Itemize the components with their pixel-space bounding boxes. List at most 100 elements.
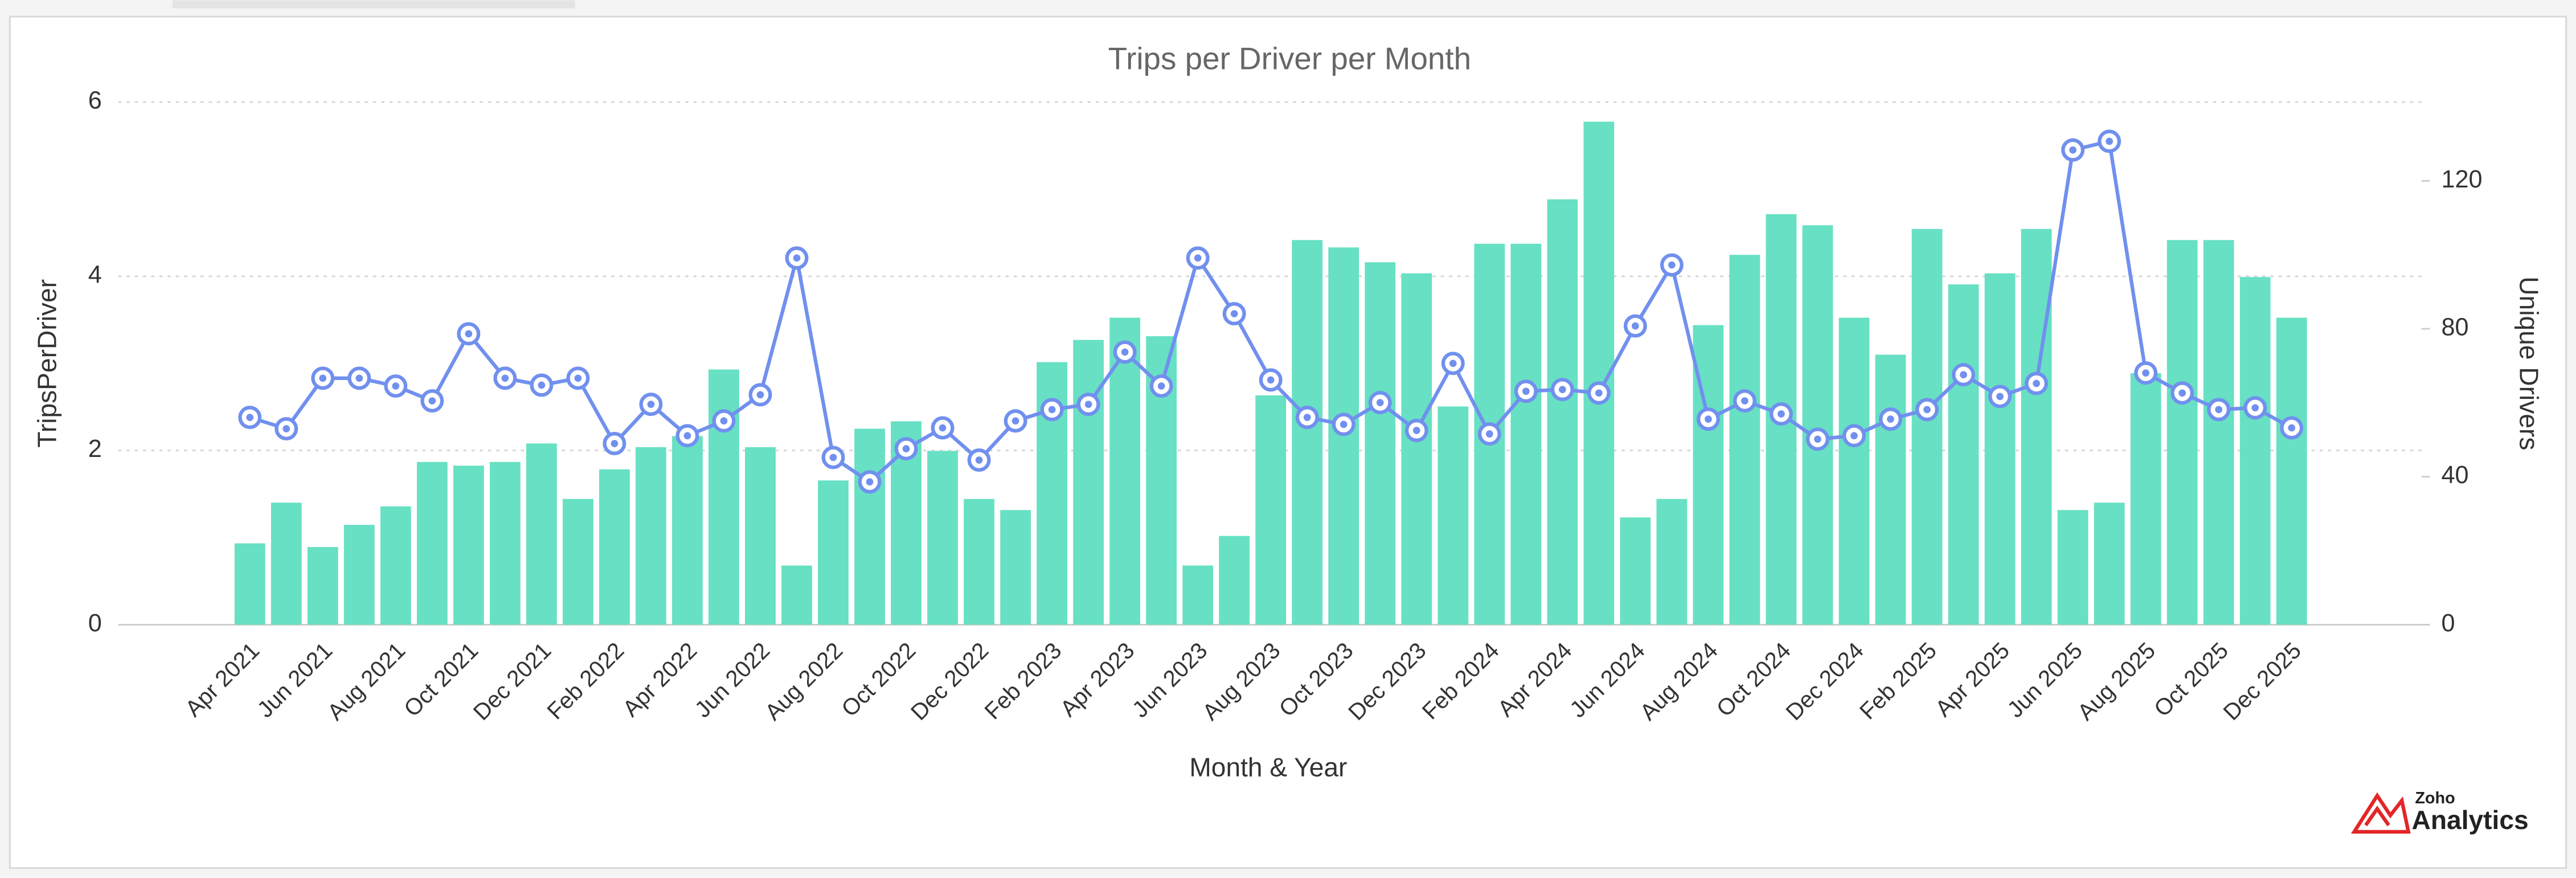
y2-axis-label: Unique Drivers xyxy=(2514,276,2544,450)
bar xyxy=(1000,510,1031,625)
bar xyxy=(1219,536,1250,625)
bar xyxy=(1438,406,1469,625)
marker-dot xyxy=(2215,406,2223,414)
marker-dot xyxy=(1048,406,1056,414)
marker-dot xyxy=(1923,406,1931,414)
line-marker xyxy=(2098,129,2122,153)
line-marker xyxy=(1915,398,1939,422)
marker-dot xyxy=(2251,404,2259,412)
marker-dot xyxy=(2033,379,2040,387)
marker-dot xyxy=(501,374,509,382)
marker-dot xyxy=(1996,393,2004,401)
bar xyxy=(599,469,630,625)
bar xyxy=(2276,317,2307,625)
y-tick-label: 6 xyxy=(88,87,102,115)
line-marker xyxy=(2134,361,2158,385)
marker-dot xyxy=(1412,427,1420,434)
line-marker xyxy=(384,374,408,398)
marker-dot xyxy=(829,454,837,462)
bar xyxy=(1620,517,1651,625)
bar xyxy=(927,451,958,625)
bar xyxy=(854,428,885,625)
bar xyxy=(2094,503,2125,625)
line-marker xyxy=(275,416,298,440)
bar xyxy=(489,462,521,625)
bar xyxy=(1182,565,1214,625)
line-marker xyxy=(2243,396,2267,420)
line-marker xyxy=(1186,246,1210,270)
bar xyxy=(1948,284,1979,625)
bar xyxy=(1328,247,1359,625)
marker-dot xyxy=(1340,420,1348,428)
line-marker xyxy=(566,366,590,390)
line-marker xyxy=(1660,253,1684,277)
bar xyxy=(818,480,849,625)
line-marker xyxy=(967,448,991,472)
bar xyxy=(2203,240,2234,625)
line-marker xyxy=(1879,407,1902,431)
line-marker xyxy=(1040,398,1064,422)
line-marker xyxy=(457,322,481,346)
line-marker xyxy=(238,406,262,430)
bar xyxy=(526,443,557,625)
marker-dot xyxy=(2069,146,2077,154)
y-axis-label: TripsPerDriver xyxy=(32,279,62,448)
line-marker xyxy=(858,470,882,494)
marker-dot xyxy=(647,401,655,409)
line-marker xyxy=(2280,416,2304,440)
marker-dot xyxy=(574,374,582,382)
bar xyxy=(343,525,375,625)
bar xyxy=(1911,228,1943,625)
marker-dot xyxy=(866,478,874,486)
line-marker xyxy=(1295,406,1319,430)
line-marker xyxy=(1769,402,1793,426)
bar xyxy=(745,447,776,625)
line-marker xyxy=(2061,138,2085,162)
line-marker xyxy=(785,246,809,270)
line-marker xyxy=(1441,352,1465,375)
bar xyxy=(1875,354,1906,625)
marker-dot xyxy=(683,432,691,440)
bar xyxy=(2239,277,2271,625)
marker-dot xyxy=(2142,369,2149,377)
tab xyxy=(172,0,575,9)
line-marker xyxy=(1222,302,1246,326)
line-marker xyxy=(748,383,772,407)
line-marker xyxy=(603,431,626,455)
line-marker xyxy=(347,366,371,390)
marker-dot xyxy=(1449,360,1457,367)
line-marker xyxy=(931,416,955,440)
marker-dot xyxy=(1595,389,1603,397)
line-marker xyxy=(1149,374,1173,398)
bar xyxy=(964,499,994,625)
line-marker xyxy=(894,437,918,461)
marker-dot xyxy=(1121,348,1129,356)
line-marker xyxy=(2025,371,2049,395)
marker-dot xyxy=(392,382,400,390)
marker-dot xyxy=(1705,415,1712,423)
line-marker xyxy=(420,389,444,413)
marker-dot xyxy=(793,254,801,262)
marker-dot xyxy=(428,397,436,405)
marker-dot xyxy=(720,417,728,425)
bar xyxy=(1656,499,1688,625)
marker-dot xyxy=(1559,386,1566,394)
bar xyxy=(1073,340,1104,625)
marker-dot xyxy=(1668,261,1676,269)
line-marker xyxy=(1514,379,1538,403)
line-marker xyxy=(1842,424,1866,448)
bar xyxy=(307,547,338,625)
line-marker xyxy=(1368,391,1392,415)
bar xyxy=(1729,255,1760,625)
line-marker xyxy=(1988,385,2012,409)
line-marker xyxy=(1623,314,1647,338)
bar xyxy=(380,506,411,625)
bar xyxy=(1510,243,1542,625)
bar xyxy=(1255,395,1287,625)
line-marker xyxy=(821,446,845,469)
bar xyxy=(271,503,302,625)
y-tick-label: 4 xyxy=(88,261,102,288)
bar xyxy=(1401,273,1432,625)
marker-dot xyxy=(611,440,619,447)
y-tick-label: 0 xyxy=(88,610,102,637)
